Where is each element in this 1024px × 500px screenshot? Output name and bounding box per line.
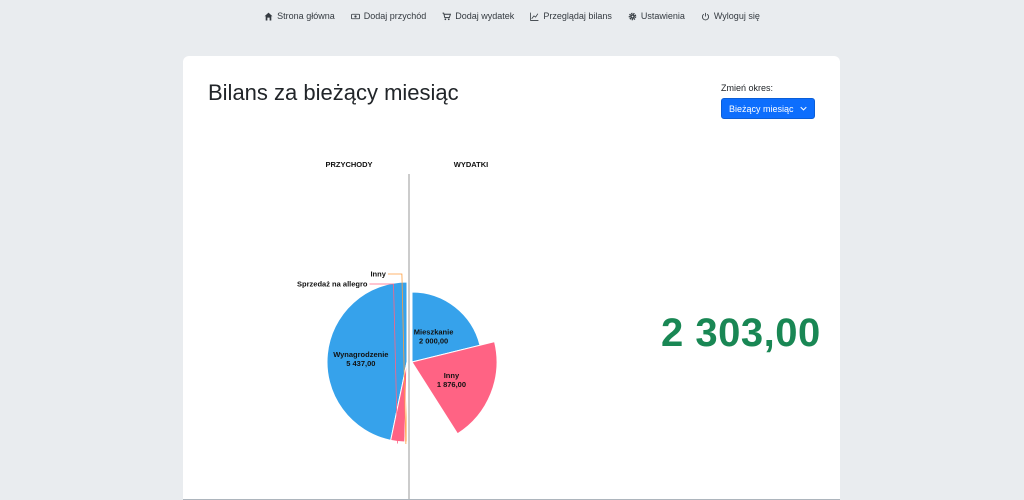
- expense-slice: [411, 341, 498, 435]
- income-leader-line: [387, 273, 407, 445]
- expense-slice-value: 1 876,00: [437, 380, 466, 389]
- nav-logout[interactable]: Wyloguj się: [701, 11, 760, 21]
- nav-settings[interactable]: Ustawienia: [628, 11, 685, 21]
- nav-add-expense[interactable]: Dodaj wydatek: [442, 11, 514, 21]
- income-slice-label: Inny: [370, 270, 386, 279]
- nav-home-label: Strona główna: [277, 11, 335, 21]
- expense-slice-value: 2 000,00: [419, 336, 448, 345]
- gear-icon: [628, 12, 637, 20]
- expense-slice-label: Inny: [444, 371, 460, 380]
- cart-icon: [442, 12, 452, 20]
- chevron-down-icon: [800, 106, 807, 111]
- graph-icon: [530, 12, 539, 21]
- income-slice-label: Wynagrodzenie: [333, 350, 388, 359]
- balance-card: Bilans za bieżący miesiąc Zmień okres: B…: [183, 56, 840, 500]
- income-slice: [326, 281, 408, 441]
- period-select-value: Bieżący miesiąc: [729, 103, 794, 114]
- nav-logout-label: Wyloguj się: [713, 11, 760, 21]
- nav-home[interactable]: Strona główna: [264, 11, 335, 21]
- cash-icon: [350, 13, 360, 19]
- expense-slice-label: Mieszkanie: [414, 327, 454, 336]
- balance-amount: 2 303,00: [661, 311, 821, 355]
- nav-add-income-label: Dodaj przychód: [363, 11, 427, 21]
- chart-title-income: PRZYCHODY: [325, 160, 372, 169]
- nav-view-balance-label: Przeglądaj bilans: [543, 11, 612, 21]
- nav-add-expense-label: Dodaj wydatek: [455, 11, 515, 21]
- expense-slice: [411, 291, 481, 363]
- nav-view-balance[interactable]: Przeglądaj bilans: [530, 11, 612, 21]
- income-slice-label: Sprzedaż na allegro: [297, 280, 368, 289]
- period-label: Zmień okres:: [721, 83, 774, 93]
- page-title: Bilans za bieżący miesiąc: [208, 80, 459, 105]
- period-select[interactable]: Bieżący miesiąc: [721, 98, 815, 119]
- home-icon: [264, 12, 273, 20]
- nav-add-income[interactable]: Dodaj przychód: [350, 11, 427, 21]
- nav-settings-label: Ustawienia: [640, 11, 685, 21]
- power-icon: [701, 12, 709, 20]
- income-slice-value: 5 437,00: [346, 359, 375, 368]
- income-leader-line: [369, 283, 398, 444]
- chart-title-expense: WYDATKI: [454, 160, 488, 169]
- top-navigation: Strona główna Dodaj przychód Dodaj wydat…: [0, 0, 1024, 32]
